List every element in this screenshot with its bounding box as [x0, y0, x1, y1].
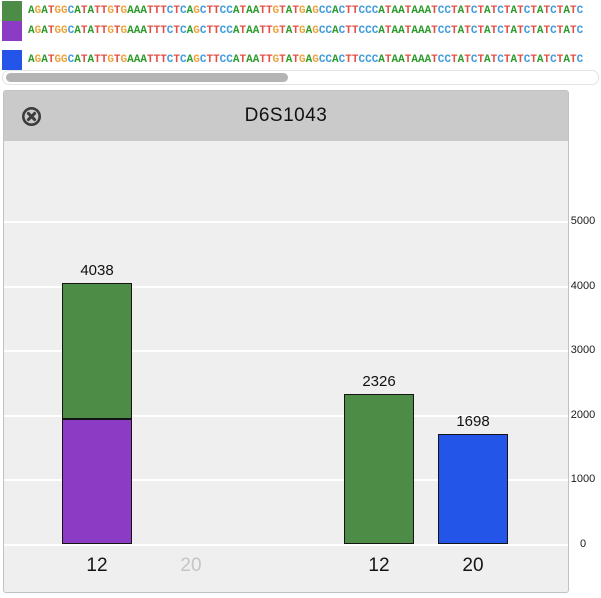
y-tick-label-3000: 3000	[570, 344, 596, 356]
sequence-text: AGATGGCATATTGTGAAATTTCTCAGCTTCCATAATTGTA…	[28, 25, 584, 37]
bar-segment-blue-allele-20[interactable]	[438, 434, 508, 544]
x-axis-label-allele-20: 20	[180, 555, 202, 576]
track-color-swatch	[2, 21, 22, 41]
sequence-text: AGATGGCATATTGTGAAATTTCTCAGCTTCCATAATTGTA…	[28, 5, 584, 17]
close-button[interactable]	[21, 106, 42, 127]
horizontal-scrollbar-track[interactable]	[2, 70, 599, 85]
y-tick-label-0: 0	[579, 538, 587, 550]
bar-value-label: 1698	[456, 413, 490, 430]
track-color-swatch	[2, 50, 22, 70]
gridline-0	[4, 544, 568, 546]
bar-value-label: 2326	[362, 373, 396, 390]
x-axis-label-allele-12: 12	[86, 555, 108, 576]
y-tick-label-2000: 2000	[570, 409, 596, 421]
y-tick-label-1000: 1000	[570, 473, 596, 485]
gridline-5000	[4, 221, 568, 223]
sequence-text: AGATGGCATATTGTGAAATTTCTCAGCTTCCATAATTGTA…	[28, 54, 584, 66]
sequence-track-2[interactable]: AGATGGCATATTGTGAAATTTCTCAGCTTCCATAATTGTA…	[0, 21, 601, 41]
bar-segment-green-allele-12[interactable]	[344, 394, 414, 544]
bar-segment-purple-allele-12[interactable]	[62, 419, 132, 544]
panel-header: D6S1043	[4, 91, 568, 142]
y-tick-label-5000: 5000	[570, 215, 596, 227]
x-axis-label-allele-12: 12	[368, 555, 390, 576]
x-axis-label-allele-20: 20	[462, 555, 484, 576]
sequence-track-3[interactable]: AGATGGCATATTGTGAAATTTCTCAGCTTCCATAATTGTA…	[0, 50, 601, 70]
gridline-3000	[4, 350, 568, 352]
y-axis: 0 1000 2000 3000 4000 5000	[568, 90, 598, 591]
marker-chart-panel: D6S1043 4038 12 20 2326 12 1698 20	[3, 90, 569, 593]
gridline-4000	[4, 286, 568, 288]
gridline-2000	[4, 415, 568, 417]
horizontal-scrollbar-thumb[interactable]	[6, 73, 288, 82]
panel-title: D6S1043	[244, 105, 328, 126]
gridline-1000	[4, 479, 568, 481]
bar-value-label: 4038	[80, 262, 114, 279]
track-color-swatch	[2, 1, 22, 21]
bar-chart-plot-area: 4038 12 20 2326 12 1698 20	[4, 141, 568, 592]
bar-segment-green-allele-12[interactable]	[62, 283, 132, 419]
circled-x-icon	[21, 107, 42, 130]
sequence-track-1[interactable]: AGATGGCATATTGTGAAATTTCTCAGCTTCCATAATTGTA…	[0, 1, 601, 21]
y-tick-label-4000: 4000	[570, 280, 596, 292]
